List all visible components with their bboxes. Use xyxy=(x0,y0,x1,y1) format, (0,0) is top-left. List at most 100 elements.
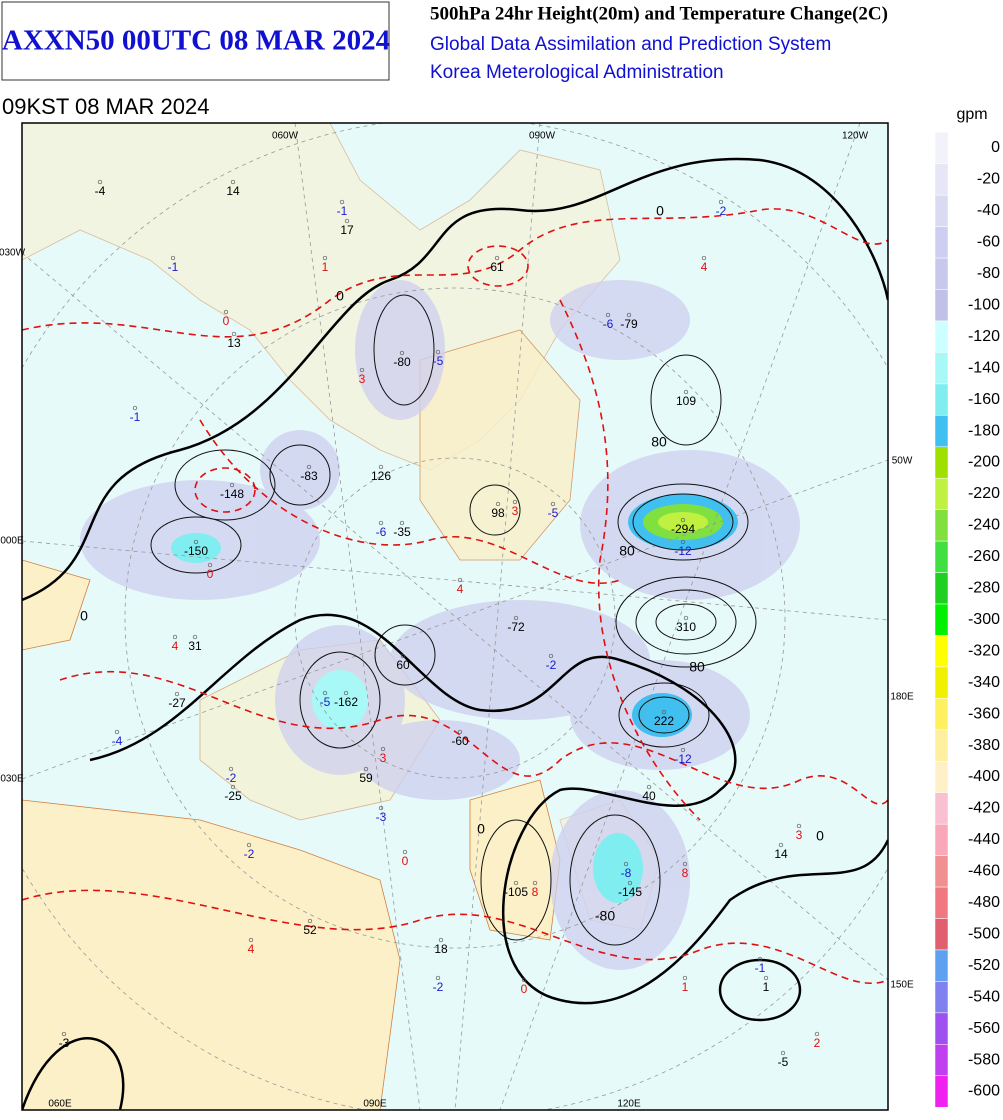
contour-label: -80 xyxy=(595,908,615,924)
station-marker xyxy=(399,520,405,526)
temp-warm-label: 4 xyxy=(172,639,179,653)
height-change-label: -4 xyxy=(95,184,106,198)
height-change-label: 310 xyxy=(676,620,696,634)
station-marker xyxy=(378,464,384,470)
colorbar-label: -380 xyxy=(968,737,1000,754)
contour-label: 80 xyxy=(689,659,705,675)
colorbar-swatch xyxy=(934,320,949,353)
station-marker xyxy=(550,501,556,507)
colorbar-label: -160 xyxy=(968,391,1000,408)
colorbar-swatch xyxy=(934,383,949,416)
height-change-label: -27 xyxy=(168,696,186,710)
height-change-label: -79 xyxy=(620,317,638,331)
colorbar-unit: gpm xyxy=(956,106,987,123)
height-change-label: -80 xyxy=(393,355,411,369)
colorbar-label: -600 xyxy=(968,1083,1000,1100)
station-marker xyxy=(231,331,237,337)
temp-cold-label: -2 xyxy=(546,658,557,672)
station-marker xyxy=(228,766,234,772)
colorbar-swatch xyxy=(934,949,949,982)
colorbar-swatch xyxy=(934,666,949,699)
coordinate-label: 120W xyxy=(842,131,869,142)
temp-warm-label: 3 xyxy=(380,751,387,765)
product: 500hPa 24hr Height(20m) and Temperature … xyxy=(430,3,888,24)
height-change-label: -148 xyxy=(220,487,244,501)
colorbar-swatch xyxy=(934,1075,949,1108)
station-marker xyxy=(172,634,178,640)
colorbar-swatch xyxy=(934,823,949,856)
height-change-label: 31 xyxy=(188,639,202,653)
station-marker xyxy=(495,501,501,507)
height-change-label: -294 xyxy=(671,522,695,536)
height-change-label: 59 xyxy=(359,771,373,785)
coordinate-label: 090W xyxy=(529,131,556,142)
height-change-label: 222 xyxy=(654,714,674,728)
colorbar-label: -40 xyxy=(977,202,1000,219)
station-marker xyxy=(193,539,199,545)
temp-cold-label: -2 xyxy=(226,771,237,785)
colorbar-label: -80 xyxy=(977,265,1000,282)
contour-label: 0 xyxy=(80,608,88,624)
height-change-label: 60 xyxy=(396,658,410,672)
colorbar-label: -480 xyxy=(968,894,1000,911)
agency: Korea Meterological Administration xyxy=(430,62,724,83)
station-marker xyxy=(627,880,633,886)
temp-cold-label: -6 xyxy=(603,317,614,331)
colorbar-swatch xyxy=(934,132,949,164)
temp-warm-label: 3 xyxy=(359,372,366,386)
station-marker xyxy=(322,255,328,261)
colorbar-swatch xyxy=(934,729,949,762)
colorbar-swatch xyxy=(934,226,949,259)
station-marker xyxy=(512,499,518,505)
colorbar-label: -400 xyxy=(968,768,1000,785)
height-change-label: 98 xyxy=(491,506,505,520)
colorbar-swatch xyxy=(934,855,949,888)
temp-cold-label: -3 xyxy=(376,810,387,824)
station-marker xyxy=(680,539,686,545)
station-marker xyxy=(248,937,254,943)
coordinate-label: 030W xyxy=(0,248,26,259)
colorbar-swatch xyxy=(934,603,949,636)
colorbar-swatch xyxy=(934,477,949,510)
colorbar-swatch xyxy=(934,792,949,825)
colorbar-label: -540 xyxy=(968,988,1000,1005)
colorbar-swatch xyxy=(934,981,949,1014)
station-marker xyxy=(192,634,198,640)
height-contours xyxy=(150,294,757,946)
colorbar-swatch xyxy=(934,572,949,605)
height-change-label: -72 xyxy=(507,620,525,634)
height-change-label: 109 xyxy=(676,394,696,408)
colorbar-swatch xyxy=(934,509,949,542)
coordinate-label: 000E xyxy=(0,536,24,547)
colorbar-swatch xyxy=(934,886,949,919)
zero-contours xyxy=(22,157,888,1110)
contour-label: 0 xyxy=(336,288,344,304)
colorbar-label: -20 xyxy=(977,171,1000,188)
contour-label: 80 xyxy=(651,434,667,450)
station-marker xyxy=(435,975,441,981)
station-marker xyxy=(207,562,213,568)
height-change-label: 17 xyxy=(340,223,354,237)
temp-warm-label: 4 xyxy=(248,942,255,956)
height-change-label: -25 xyxy=(224,789,242,803)
station-marker xyxy=(132,405,138,411)
colorbar-label: -560 xyxy=(968,1020,1000,1037)
station-marker xyxy=(548,653,554,659)
height-change-label: -145 xyxy=(618,885,642,899)
station-marker xyxy=(223,309,229,315)
temp-warm-label: 3 xyxy=(796,828,803,842)
temp-warm-label: 0 xyxy=(402,854,409,868)
temp-cold-label: -12 xyxy=(674,752,692,766)
temp-warm-label: 2 xyxy=(814,1036,821,1050)
station-marker xyxy=(61,1031,67,1037)
station-marker xyxy=(400,653,406,659)
station-marker xyxy=(680,747,686,753)
station-marker xyxy=(359,367,365,373)
height-change-label: 18 xyxy=(434,942,448,956)
station-marker xyxy=(718,199,724,205)
station-marker xyxy=(682,975,688,981)
station-marker xyxy=(494,255,500,261)
station-marker xyxy=(402,849,408,855)
colorbar-label: -420 xyxy=(968,800,1000,817)
